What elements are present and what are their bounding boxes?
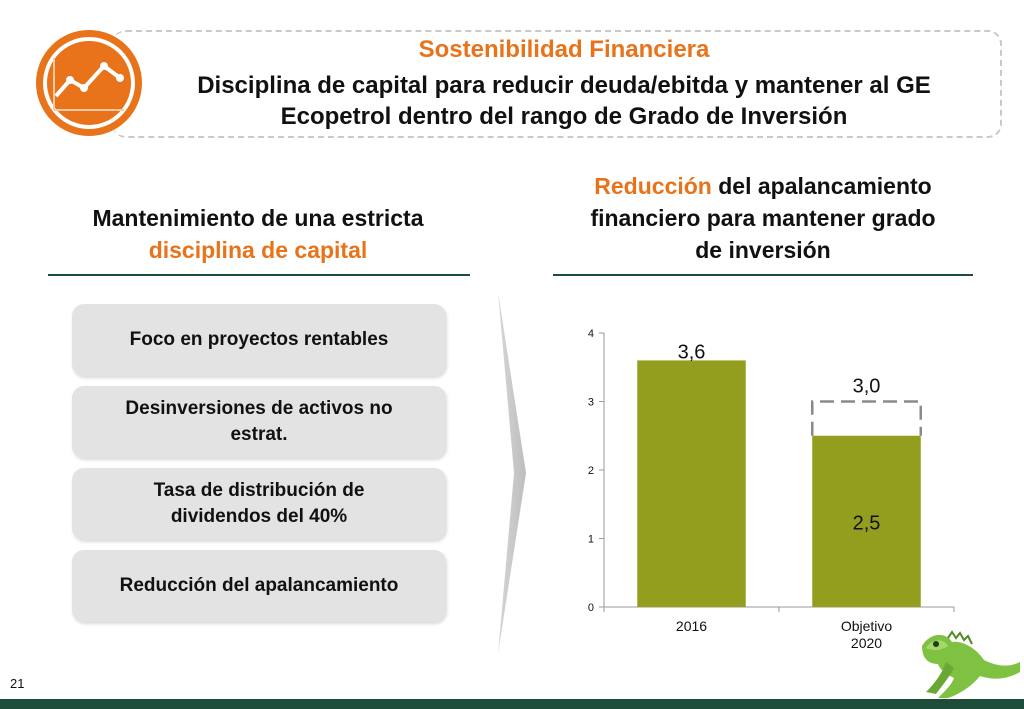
item-tasa-distribucion: Tasa de distribución de dividendos del 4…	[72, 468, 446, 540]
right-title-highlight: Reducción	[594, 173, 712, 199]
right-divider	[553, 274, 973, 276]
right-title-rest: del apalancamiento	[718, 173, 932, 199]
item-label: Tasa de distribución de dividendos del 4…	[153, 480, 365, 527]
item-label: Foco en proyectos rentables	[129, 329, 389, 350]
target-dashed-outline	[811, 400, 922, 436]
bar-value-label-inside: 2,5	[853, 512, 881, 534]
bar-1	[812, 435, 921, 607]
item-reduccion-apalancamiento: Reducción del apalancamiento	[72, 550, 446, 622]
iguana-mascot-icon	[922, 630, 1020, 698]
y-tick-label: 4	[588, 328, 594, 340]
x-category-label: 2016	[676, 618, 707, 634]
left-title-line1: Mantenimiento de una estricta	[92, 205, 424, 231]
header-subtitle-line2: Ecopetrol dentro del rango de Grado de I…	[280, 103, 848, 130]
bar-value-label: 3,6	[678, 341, 706, 363]
right-title-line1: Reducción del apalancamiento	[553, 170, 973, 202]
item-desinversiones: Desinversiones de activos no estrat.	[72, 386, 446, 458]
y-tick-label: 2	[588, 465, 594, 477]
header-title: Sostenibilidad Financiera	[418, 36, 710, 63]
y-tick-label: 0	[588, 602, 594, 614]
header-box	[112, 30, 1002, 138]
left-section-title: Mantenimiento de una estricta disciplina…	[48, 202, 468, 266]
target-value-label: 3,0	[853, 376, 881, 398]
header-subtitle: Disciplina de capital para reducir deuda…	[160, 70, 968, 132]
chevron-right-icon	[498, 292, 526, 654]
header-subtitle-line1: Disciplina de capital para reducir deuda…	[197, 72, 931, 99]
bar-0	[637, 360, 746, 607]
right-title-line2: financiero para mantener grado	[590, 205, 936, 231]
y-tick-label: 1	[588, 534, 594, 546]
item-label: Reducción del apalancamiento	[119, 575, 399, 596]
footer-bar	[0, 699, 1024, 709]
item-foco-proyectos: Foco en proyectos rentables	[72, 304, 446, 376]
right-section-title: Reducción del apalancamiento financiero …	[553, 170, 973, 266]
x-category-label: Objetivo	[841, 618, 893, 634]
left-title-line2: disciplina de capital	[148, 237, 368, 263]
x-category-label: 2020	[851, 635, 882, 651]
y-tick-label: 3	[588, 397, 594, 409]
left-divider	[48, 274, 470, 276]
page-number: 21	[10, 676, 25, 691]
chart-growth-icon	[36, 30, 142, 136]
right-title-line3: de inversión	[695, 237, 831, 263]
item-label: Desinversiones de activos no estrat.	[125, 398, 393, 445]
